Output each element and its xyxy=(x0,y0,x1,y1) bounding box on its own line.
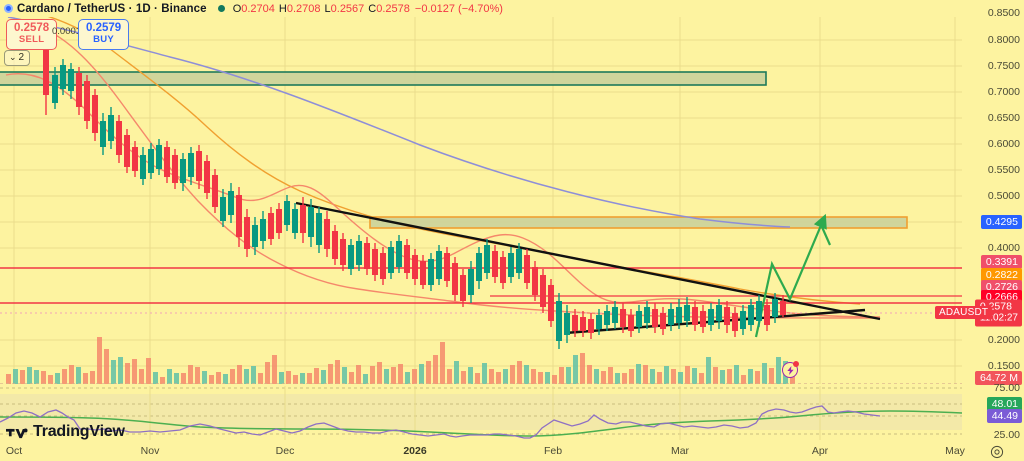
price-tag-0.4295[interactable]: 0.4295 xyxy=(980,215,1022,229)
sell-label: SELL xyxy=(18,34,45,45)
ohlc-high-value: 0.2708 xyxy=(286,2,321,15)
chevron-down-icon: ⌄ xyxy=(9,52,17,62)
price-tick-label: 0.2000 xyxy=(987,334,1020,346)
order-quantity-selector[interactable]: ⌄ 2 xyxy=(4,50,31,66)
countdown-label: 11:02:27 xyxy=(979,312,1018,324)
time-tick-label: Dec xyxy=(275,445,295,457)
ohlc-low-key: L xyxy=(324,2,331,15)
price-tick-label: 0.7500 xyxy=(987,60,1020,72)
price-tag-44.49[interactable]: 44.49 xyxy=(986,409,1022,423)
price-tick-label: 0.5500 xyxy=(987,164,1020,176)
price-tick-label: 0.5000 xyxy=(987,190,1020,202)
ohlc-open-value: 0.2704 xyxy=(241,2,275,15)
symbol-title[interactable]: Cardano / TetherUS · 1D · Binance xyxy=(17,2,207,15)
ohlc-close-key: C xyxy=(368,2,377,15)
tradingview-logo-icon xyxy=(6,428,28,439)
volume-bars xyxy=(6,337,795,384)
tradingview-wordmark: TradingView xyxy=(33,423,125,440)
ma-fast-line xyxy=(5,73,881,318)
buy-order-button[interactable]: 0.2579 BUY xyxy=(78,19,130,50)
price-tick-label: 0.7000 xyxy=(987,86,1020,98)
time-tick-label: Apr xyxy=(811,445,829,457)
price-tick-label: 0.4000 xyxy=(987,242,1020,254)
rsi-line xyxy=(0,405,881,439)
ohlc-high-key: H xyxy=(278,2,287,15)
rsi-indicator-pane[interactable] xyxy=(0,386,962,440)
ascending-trendline[interactable] xyxy=(564,308,866,335)
rsi-svg xyxy=(0,386,962,440)
time-tick-label: Oct xyxy=(5,445,23,457)
price-tick-label: 75.00 xyxy=(993,382,1020,394)
candlestick-svg xyxy=(0,17,962,384)
main-chart-pane[interactable] xyxy=(0,17,962,384)
time-tick-label: Feb xyxy=(543,445,563,457)
price-tick-label: 0.6500 xyxy=(987,112,1020,124)
ohlc-values: O0.2704 H0.2708 L0.2567 C0.2578 −0.0127 (−4.… xyxy=(233,3,503,15)
order-quantity-value: 2 xyxy=(18,52,25,63)
ohlc-change: −0.0127 (−4.70%) xyxy=(414,2,503,15)
time-tick-label: May xyxy=(945,445,965,457)
gear-icon[interactable] xyxy=(990,445,1004,459)
price-tick-label: 0.8500 xyxy=(987,7,1020,19)
ohlc-open-key: O xyxy=(232,2,242,15)
candles xyxy=(43,21,786,349)
price-tick-label: 0.1500 xyxy=(987,360,1020,372)
price-tag-48.01[interactable]: 48.01 xyxy=(986,397,1022,411)
lightning-bolt-icon[interactable] xyxy=(782,361,799,378)
price-tag-0.2578[interactable]: 0.2578 11:02:27 xyxy=(974,299,1022,327)
ma-long-line xyxy=(7,17,791,228)
event-alert-dot xyxy=(793,361,799,367)
supply-zone-rect[interactable] xyxy=(0,71,767,86)
time-tick-label: Mar xyxy=(670,445,690,457)
ohlc-low-value: 0.2567 xyxy=(330,2,365,15)
price-tick-label: 25.00 xyxy=(993,429,1020,441)
time-tick-label: Nov xyxy=(140,445,160,457)
projection-arrow-path[interactable] xyxy=(754,213,827,338)
ohlc-close-value: 0.2578 xyxy=(376,2,410,15)
price-tag-0.2822[interactable]: 0.2822 xyxy=(980,268,1022,282)
sell-order-button[interactable]: 0.2578 SELL xyxy=(6,19,58,50)
time-axis[interactable]: Oct Nov Dec 2026 Feb Mar Apr May xyxy=(0,440,1024,461)
price-tag-0.3391[interactable]: 0.3391 xyxy=(980,255,1022,269)
projection-arrow-tail xyxy=(820,226,832,246)
target-zone-rect[interactable] xyxy=(369,216,908,229)
spread-value: 0.0001 xyxy=(52,26,82,37)
price-tick-label: 0.6000 xyxy=(987,138,1020,150)
time-tick-label: 2026 xyxy=(403,445,427,457)
price-tag-64.72M[interactable]: 64.72 M xyxy=(975,371,1022,385)
tradingview-logo[interactable]: TradingView xyxy=(6,423,125,441)
price-tick-label: 0.8000 xyxy=(987,34,1020,46)
symbol-price-scale-tag: ADAUSDT xyxy=(935,306,993,319)
buy-label: BUY xyxy=(93,34,115,45)
buy-price: 0.2579 xyxy=(86,22,122,34)
chart-header: Cardano / TetherUS · 1D · Binance O0.270… xyxy=(0,0,1024,17)
symbol-color-dot xyxy=(4,4,13,13)
sell-price: 0.2578 xyxy=(14,22,50,34)
ohlc-status-dot xyxy=(217,5,225,12)
price-axis[interactable]: 0.8500 0.8000 0.7500 0.7000 0.6500 0.6000 0.55… xyxy=(962,0,1024,441)
bolt-glyph xyxy=(786,365,794,375)
